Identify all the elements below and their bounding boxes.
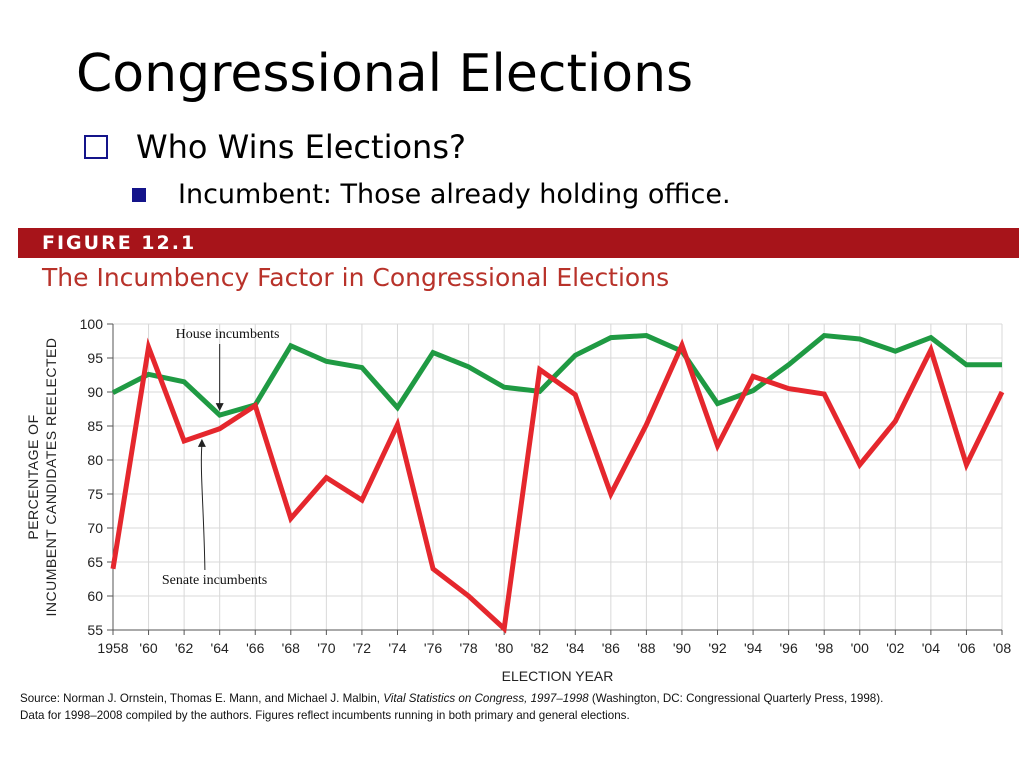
x-axis-label: ELECTION YEAR <box>502 668 614 684</box>
x-tick-label: 1958 <box>97 640 128 656</box>
x-tick-label: '72 <box>353 640 371 656</box>
x-tick-label: '96 <box>780 640 798 656</box>
senate-annotation-arrowhead <box>198 439 206 447</box>
x-tick-label: '78 <box>459 640 477 656</box>
bullet-2-text: Incumbent: Those already holding office. <box>178 179 731 210</box>
y-tick-label: 70 <box>87 520 103 536</box>
x-tick-label: '02 <box>886 640 904 656</box>
x-tick-label: '82 <box>531 640 549 656</box>
series-line-house <box>113 336 1002 416</box>
x-tick-label: '62 <box>175 640 193 656</box>
x-tick-label: '00 <box>851 640 869 656</box>
y-tick-label: 100 <box>80 316 104 332</box>
x-tick-label: '94 <box>744 640 762 656</box>
hollow-square-bullet-icon <box>84 135 108 159</box>
figure-label: FIGURE 12.1 <box>42 232 196 254</box>
senate-incumbents-annotation: Senate incumbents <box>162 573 267 588</box>
x-tick-label: '98 <box>815 640 833 656</box>
y-axis-label-line-2: INCUMBENT CANDIDATES REELECTED <box>43 338 59 617</box>
y-axis-label-line-1: PERCENTAGE OF <box>25 414 41 539</box>
x-tick-label: '60 <box>139 640 157 656</box>
x-tick-label: '66 <box>246 640 264 656</box>
source-line-2: Data for 1998–2008 compiled by the autho… <box>20 707 1020 724</box>
house-incumbents-annotation: House incumbents <box>176 327 280 342</box>
figure-header-bar: FIGURE 12.1 <box>18 228 1019 258</box>
figure-source-note: Source: Norman J. Ornstein, Thomas E. Ma… <box>20 690 1020 724</box>
x-tick-label: '88 <box>637 640 655 656</box>
x-tick-label: '64 <box>211 640 229 656</box>
bullet-level-2: Incumbent: Those already holding office. <box>132 179 731 210</box>
x-tick-label: '74 <box>388 640 406 656</box>
y-tick-label: 80 <box>87 452 103 468</box>
y-tick-label: 60 <box>87 588 103 604</box>
source-line-1: Source: Norman J. Ornstein, Thomas E. Ma… <box>20 690 1020 707</box>
x-tick-label: '04 <box>922 640 940 656</box>
y-tick-label: 75 <box>87 486 103 502</box>
slide-title: Congressional Elections <box>76 44 693 104</box>
x-tick-label: '06 <box>957 640 975 656</box>
y-tick-label: 85 <box>87 418 103 434</box>
x-tick-label: '92 <box>708 640 726 656</box>
y-tick-label: 65 <box>87 554 103 570</box>
x-tick-label: '84 <box>566 640 584 656</box>
bullet-1-text: Who Wins Elections? <box>136 128 466 166</box>
x-tick-label: '68 <box>282 640 300 656</box>
y-tick-label: 90 <box>87 384 103 400</box>
y-tick-label: 55 <box>87 622 103 638</box>
x-tick-label: '90 <box>673 640 691 656</box>
y-tick-label: 95 <box>87 350 103 366</box>
x-tick-label: '86 <box>602 640 620 656</box>
x-tick-label: '76 <box>424 640 442 656</box>
filled-square-bullet-icon <box>132 188 146 202</box>
figure-title: The Incumbency Factor in Congressional E… <box>42 263 669 292</box>
x-tick-label: '80 <box>495 640 513 656</box>
incumbency-line-chart: 55 60 65 70 75 80 85 90 95 100 1958 '60 '62 '64 '66 '68… <box>0 300 1024 690</box>
x-tick-label: '08 <box>993 640 1011 656</box>
bullet-level-1: Who Wins Elections? <box>84 128 466 166</box>
senate-annotation-arrow-line <box>201 445 205 570</box>
x-tick-label: '70 <box>317 640 335 656</box>
